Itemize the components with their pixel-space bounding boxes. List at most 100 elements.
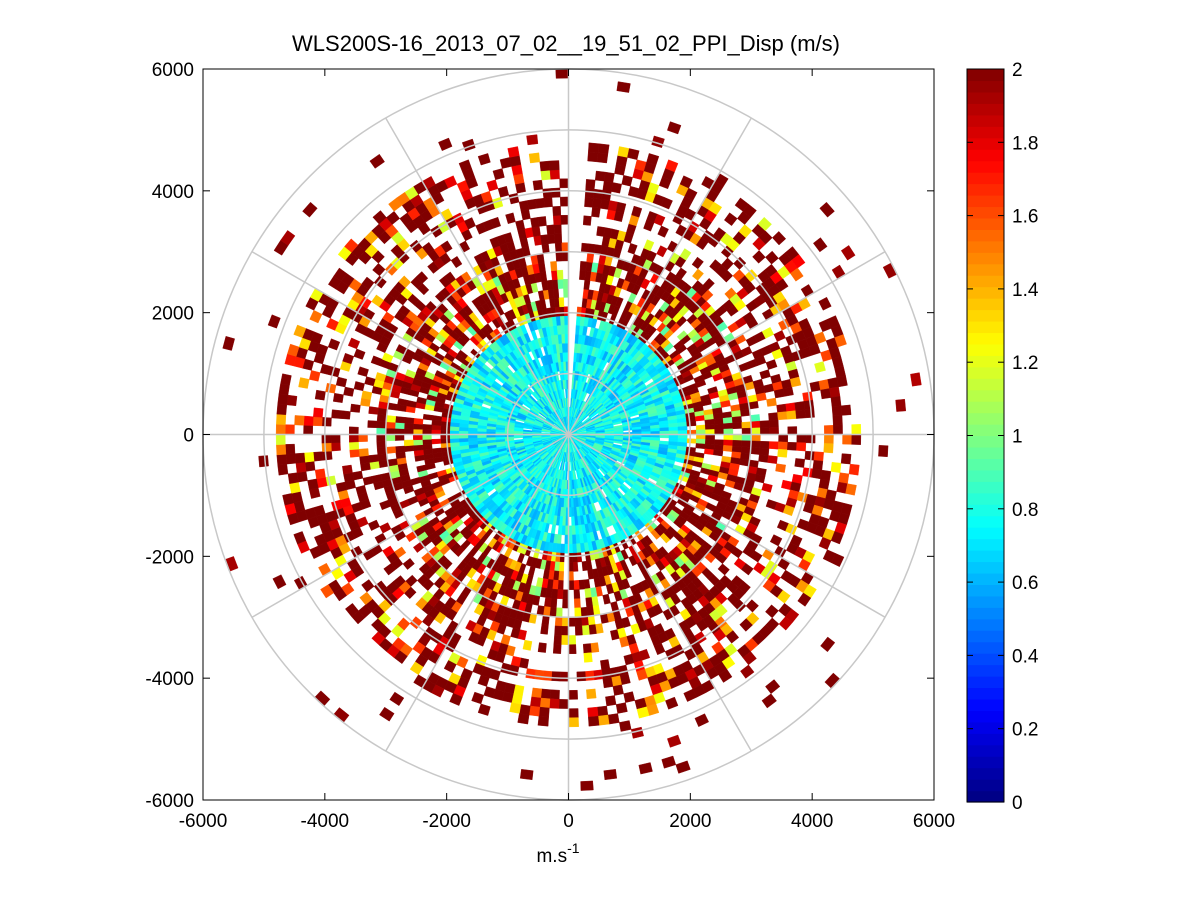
ppi-cell <box>314 533 327 547</box>
colorbar-segment <box>967 527 1004 540</box>
ppi-cell <box>572 561 579 572</box>
ppi-cell <box>551 671 561 682</box>
colorbar-segment <box>967 698 1004 711</box>
ppi-cell <box>573 589 581 600</box>
y-axis: 6000 4000 2000 0 -2000 -4000 -6000 <box>145 60 934 812</box>
ppi-cell <box>878 445 889 458</box>
ppi-cell <box>605 695 617 707</box>
colorbar-segment <box>967 790 1004 803</box>
ppi-cell <box>526 134 539 146</box>
ppi-cell <box>294 415 305 426</box>
ppi-cell <box>795 409 806 419</box>
ppi-cell <box>627 148 640 160</box>
ppi-cell <box>703 448 715 456</box>
ppi-cell <box>284 424 295 435</box>
ppi-cell <box>776 403 787 413</box>
ppi-cell <box>552 643 562 654</box>
ppi-cell <box>526 198 537 210</box>
x-tick-label: -2000 <box>422 811 471 832</box>
ppi-cell <box>803 399 815 410</box>
ppi-cell <box>519 704 531 716</box>
ppi-cell <box>775 463 786 473</box>
ppi-cell <box>583 652 593 663</box>
ppi-cell <box>568 708 579 719</box>
ppi-cell <box>553 634 562 645</box>
ppi-cell <box>554 242 563 253</box>
ppi-cell <box>740 408 751 417</box>
ppi-cell <box>557 279 564 289</box>
ppi-cell <box>760 427 770 435</box>
ppi-cell <box>353 381 365 392</box>
ppi-cell <box>422 443 433 451</box>
ppi-cell <box>714 423 724 430</box>
ppi-cell <box>389 691 405 706</box>
ppi-cell <box>272 574 287 590</box>
ppi-cell <box>579 261 587 272</box>
ppi-cell <box>829 386 841 398</box>
ppi-cell <box>549 169 560 180</box>
ppi-cell <box>759 447 770 456</box>
ppi-cell <box>782 386 794 397</box>
ppi-cell <box>585 179 596 190</box>
colorbar-segment <box>967 114 1004 127</box>
ppi-cell <box>818 296 832 311</box>
ppi-cell <box>398 275 411 289</box>
ppi-cell <box>559 306 565 317</box>
colorbar-segment <box>967 332 1004 345</box>
ppi-cell <box>572 552 578 563</box>
colorbar-segment <box>967 550 1004 563</box>
ppi-cell <box>701 289 714 302</box>
ppi-cell <box>833 424 843 435</box>
ppi-cell <box>573 598 581 609</box>
colorbar-segment <box>967 435 1004 448</box>
ppi-cell <box>895 398 907 412</box>
ppi-cell <box>477 153 491 166</box>
ppi-cell <box>422 413 434 421</box>
colorbar-segment <box>967 676 1004 689</box>
ppi-cell <box>802 391 814 402</box>
x-tick-label: 0 <box>563 811 574 832</box>
ppi-cell <box>552 215 562 226</box>
ppi-cell <box>686 438 697 444</box>
ppi-cell <box>395 416 406 424</box>
ppi-cell <box>561 242 569 253</box>
ppi-cell <box>769 426 779 435</box>
ppi-cell <box>814 361 826 373</box>
ppi-cell <box>602 593 611 605</box>
colorbar-segment <box>967 126 1004 139</box>
ppi-cell <box>547 233 556 244</box>
ppi-cell <box>584 197 594 208</box>
ppi-cell <box>597 143 610 155</box>
ppi-cell <box>549 698 560 709</box>
colorbar-tick-label: 0.2 <box>1012 720 1038 741</box>
ppi-cell <box>555 251 563 262</box>
ppi-cell <box>394 422 405 430</box>
ppi-cell <box>376 427 387 435</box>
ppi-cell <box>509 702 522 714</box>
ppi-cell <box>596 705 609 717</box>
ppi-cell <box>910 372 922 387</box>
ppi-cell <box>553 224 562 235</box>
ppi-cell <box>659 427 670 432</box>
ppi-cell <box>520 209 531 221</box>
azimuth-spoke <box>568 433 886 618</box>
ppi-cell <box>718 669 733 683</box>
colorbar-tick-label: 0 <box>1012 793 1023 814</box>
ppi-cell <box>343 386 355 397</box>
ppi-cell <box>603 769 618 781</box>
ppi-cell <box>394 434 405 441</box>
ppi-cell <box>358 448 369 457</box>
colorbar-segment <box>967 366 1004 379</box>
ppi-cell <box>802 467 814 478</box>
colorbar-segment <box>967 389 1004 402</box>
ppi-cell <box>732 434 743 441</box>
colorbar-segment <box>967 252 1004 265</box>
ppi-cell <box>332 392 344 403</box>
colorbar-segment <box>967 744 1004 757</box>
colorbar-segment <box>967 424 1004 437</box>
ppi-cell <box>560 324 566 335</box>
ppi-cell <box>653 213 666 227</box>
ppi-cell <box>537 715 549 727</box>
ppi-cell <box>379 499 391 511</box>
ppi-cell <box>542 670 553 681</box>
